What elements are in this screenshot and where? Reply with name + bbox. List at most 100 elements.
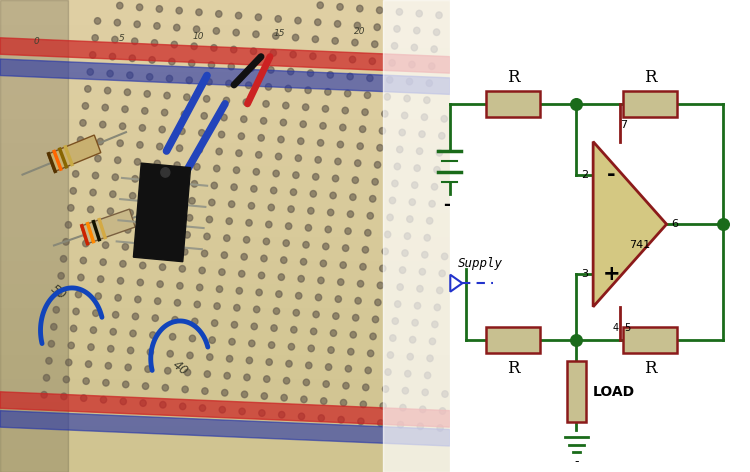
Circle shape — [334, 21, 340, 27]
Text: 15: 15 — [273, 29, 285, 38]
Circle shape — [305, 225, 311, 231]
Circle shape — [164, 368, 171, 374]
Circle shape — [100, 259, 106, 265]
Circle shape — [431, 46, 437, 52]
Circle shape — [119, 123, 126, 129]
Circle shape — [278, 412, 285, 418]
Circle shape — [209, 62, 214, 68]
Circle shape — [405, 371, 411, 377]
Circle shape — [317, 2, 323, 8]
Circle shape — [266, 359, 272, 365]
Circle shape — [154, 298, 160, 304]
Circle shape — [182, 249, 188, 255]
Circle shape — [160, 168, 170, 177]
Circle shape — [95, 293, 101, 299]
Circle shape — [216, 148, 222, 155]
Bar — [0, 378, 450, 401]
Bar — [486, 91, 540, 117]
Circle shape — [44, 374, 50, 381]
Circle shape — [253, 31, 259, 38]
Circle shape — [256, 152, 262, 158]
Circle shape — [107, 70, 113, 77]
Circle shape — [390, 335, 396, 341]
Circle shape — [127, 72, 133, 78]
Circle shape — [409, 61, 415, 68]
Circle shape — [48, 340, 55, 347]
Circle shape — [112, 174, 118, 180]
Circle shape — [209, 337, 215, 344]
Circle shape — [80, 119, 86, 126]
Circle shape — [85, 85, 91, 92]
Circle shape — [374, 24, 380, 31]
Circle shape — [194, 164, 200, 170]
Circle shape — [290, 51, 296, 58]
Circle shape — [110, 191, 116, 197]
Circle shape — [238, 270, 245, 277]
Circle shape — [342, 107, 349, 114]
Circle shape — [263, 101, 269, 107]
Circle shape — [184, 94, 190, 101]
Circle shape — [352, 177, 358, 184]
Circle shape — [117, 278, 124, 284]
Circle shape — [333, 313, 339, 320]
Circle shape — [344, 90, 351, 97]
Circle shape — [202, 250, 208, 257]
Circle shape — [394, 301, 400, 307]
Circle shape — [94, 155, 101, 162]
Circle shape — [241, 253, 248, 260]
Circle shape — [312, 36, 319, 42]
Circle shape — [376, 7, 382, 14]
Circle shape — [221, 252, 227, 259]
Circle shape — [397, 284, 404, 290]
Text: -: - — [574, 455, 579, 468]
Circle shape — [291, 327, 297, 333]
Circle shape — [310, 53, 316, 59]
Bar — [0, 236, 450, 260]
Text: +: + — [603, 264, 620, 284]
Circle shape — [340, 262, 346, 269]
Circle shape — [216, 286, 223, 293]
Circle shape — [107, 208, 113, 214]
Circle shape — [128, 347, 134, 354]
Text: 5: 5 — [624, 323, 630, 333]
Circle shape — [382, 248, 388, 255]
Circle shape — [419, 269, 425, 275]
Circle shape — [134, 159, 141, 165]
Circle shape — [266, 84, 272, 90]
Circle shape — [358, 418, 364, 425]
Circle shape — [122, 106, 128, 112]
Circle shape — [131, 38, 138, 44]
Text: 50: 50 — [48, 283, 69, 303]
Bar — [567, 361, 586, 422]
Circle shape — [412, 320, 419, 326]
Circle shape — [372, 316, 379, 323]
Circle shape — [422, 114, 428, 120]
Circle shape — [211, 182, 217, 189]
Circle shape — [238, 133, 244, 140]
Circle shape — [400, 405, 406, 411]
Circle shape — [220, 114, 227, 121]
Circle shape — [112, 312, 118, 318]
Circle shape — [386, 76, 393, 83]
Circle shape — [428, 63, 435, 69]
Circle shape — [320, 260, 326, 267]
Circle shape — [189, 198, 195, 204]
Circle shape — [255, 14, 262, 21]
Circle shape — [130, 193, 136, 199]
Circle shape — [254, 306, 260, 313]
Circle shape — [209, 199, 215, 206]
Circle shape — [73, 308, 80, 315]
Circle shape — [362, 384, 369, 391]
Circle shape — [278, 136, 284, 143]
Circle shape — [122, 381, 129, 388]
Circle shape — [206, 216, 212, 223]
Circle shape — [271, 325, 278, 331]
Circle shape — [315, 294, 322, 301]
Circle shape — [248, 65, 254, 72]
Circle shape — [424, 372, 430, 379]
Circle shape — [166, 75, 172, 82]
Circle shape — [61, 393, 67, 400]
Circle shape — [169, 58, 175, 65]
Circle shape — [406, 216, 413, 222]
Bar — [0, 307, 450, 330]
